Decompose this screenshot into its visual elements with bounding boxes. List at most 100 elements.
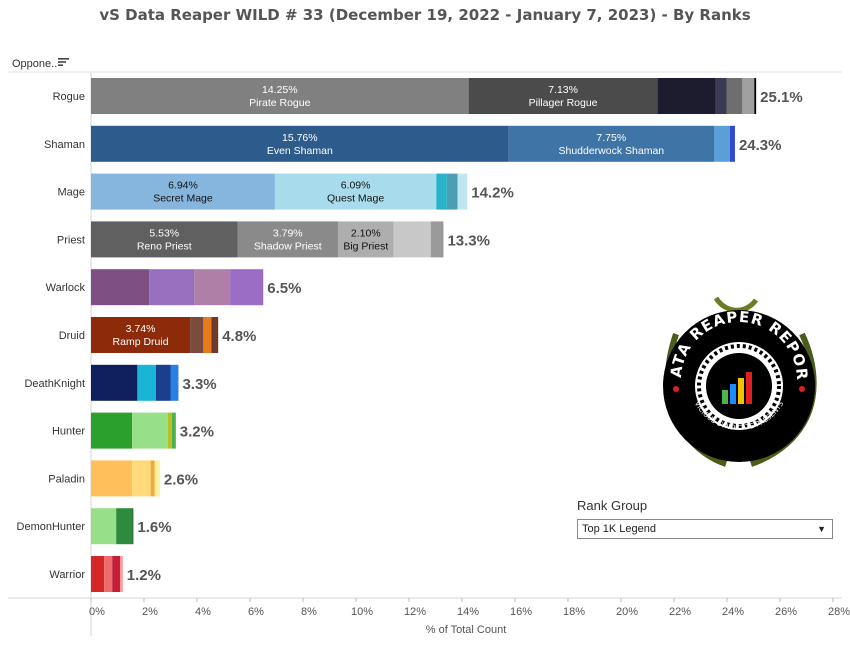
bar-segment [154, 460, 160, 497]
bar-segment [715, 78, 727, 114]
bar-segment [436, 173, 447, 210]
bar-segment [726, 78, 743, 114]
opponent-column-header[interactable]: Oppone.. [12, 58, 58, 70]
bar-row: Warrior 1.2% [49, 556, 161, 592]
total-percent-label: 3.3% [182, 376, 216, 393]
total-percent-label: 1.2% [127, 567, 161, 584]
rank-group-dropdown[interactable]: Top 1K Legend ▼ [577, 519, 833, 539]
x-tick-label: 8% [301, 606, 317, 618]
bar-segment [508, 125, 715, 162]
chevron-down-icon: ▼ [817, 524, 826, 534]
bar-segment [120, 556, 123, 592]
bar-segment [167, 412, 172, 449]
bar-segment [132, 508, 134, 545]
segment-percent-label: 7.75% [596, 132, 626, 144]
total-percent-label: 3.2% [180, 424, 214, 441]
bar-segment [91, 460, 133, 497]
bar-segment [104, 556, 113, 592]
x-tick-label: 6% [248, 606, 264, 618]
bar-row: Mage 6.94%Secret Mage 6.09%Quest Mage 14.2% [57, 173, 514, 210]
segment-archetype-label: Pirate Rogue [249, 97, 310, 109]
bar-row: DeathKnight 3.3% [24, 364, 217, 401]
bar-row: Warlock 6.5% [46, 269, 301, 306]
bar-segment [91, 364, 138, 401]
bar-segment [132, 460, 151, 497]
bar-segment [91, 508, 117, 545]
bar-row: Hunter 3.2% [52, 412, 214, 449]
segment-archetype-label: Quest Mage [327, 193, 384, 205]
bar-segment [112, 556, 121, 592]
bar-segment [194, 269, 231, 306]
bar-row: DemonHunter 1.6% [17, 508, 172, 545]
bar-row: Paladin 2.6% [48, 460, 198, 497]
segment-percent-label: 5.53% [149, 227, 179, 239]
sort-icon[interactable] [58, 57, 70, 67]
data-reaper-logo: DATA REAPER REPORT VICIOUS SYNDICATE PRE… [656, 294, 817, 467]
bar-segment [91, 317, 191, 353]
x-tick-label: 22% [669, 606, 691, 618]
total-percent-label: 6.5% [267, 280, 301, 297]
bar-segment [137, 364, 156, 401]
bar-segment [237, 221, 338, 258]
bar-segment [729, 125, 735, 162]
bar-segment [149, 269, 195, 306]
segment-archetype-label: Shudderwock Shaman [558, 145, 664, 157]
bar-segment [91, 173, 275, 210]
segment-percent-label: 3.74% [126, 323, 156, 335]
bar-segment [91, 412, 133, 449]
segment-percent-label: 7.13% [548, 84, 578, 96]
bars: Rogue 14.25%Pirate Rogue 7.13%Pillager Rog… [17, 78, 803, 592]
bar-segment [714, 125, 730, 162]
bar-segment [132, 412, 168, 449]
total-percent-label: 14.2% [471, 185, 514, 202]
x-tick-label: 28% [828, 606, 850, 618]
total-percent-label: 24.3% [739, 137, 782, 154]
total-percent-label: 13.3% [447, 232, 490, 249]
rank-group-title: Rank Group [577, 498, 648, 513]
category-label: Paladin [48, 473, 85, 485]
bar-segment [91, 125, 509, 162]
segment-archetype-label: Even Shaman [267, 145, 333, 157]
category-label: Priest [57, 234, 85, 246]
total-percent-label: 1.6% [137, 519, 171, 536]
bar-segment [230, 269, 264, 306]
bar-segment [754, 78, 757, 114]
segment-percent-label: 2.10% [351, 227, 381, 239]
chart-title: vS Data Reaper WILD # 33 (December 19, 2… [99, 6, 751, 24]
x-tick-label: 24% [722, 606, 744, 618]
segment-archetype-label: Shadow Priest [254, 240, 322, 252]
bar-row: Priest 5.53%Reno Priest 3.79%Shadow Priest… [57, 221, 490, 258]
category-label: Rogue [53, 91, 85, 103]
category-label: Hunter [52, 426, 85, 438]
total-percent-label: 25.1% [760, 89, 803, 106]
bar-segment [446, 173, 458, 210]
segment-percent-label: 6.09% [341, 180, 371, 192]
bar-segment [742, 78, 755, 114]
category-label: Warlock [46, 282, 86, 294]
bar-segment [457, 173, 468, 210]
segment-archetype-label: Big Priest [343, 240, 388, 252]
bar-segment [116, 508, 133, 545]
category-label: Shaman [44, 139, 85, 151]
x-axis: 0% 2% 4% 6% 8% 10% 12% 14% 16% 18% 20% 22% 24% 26% 28%… [89, 598, 850, 636]
bar-segment [91, 556, 105, 592]
x-tick-label: 16% [510, 606, 532, 618]
bar-segment [91, 269, 150, 306]
bar-row: Shaman 15.76%Even Shaman 7.75%Shudderwock … [44, 125, 782, 162]
bar-segment [393, 221, 431, 258]
bar-segment [150, 460, 155, 497]
segment-percent-label: 3.79% [273, 227, 303, 239]
x-tick-label: 0% [89, 606, 105, 618]
bar-segment [170, 364, 179, 401]
bar-segment [155, 364, 171, 401]
bar-segment [171, 412, 176, 449]
rank-group-filter: Rank Group Top 1K Legend ▼ [577, 498, 833, 539]
x-tick-label: 4% [195, 606, 211, 618]
x-tick-label: 12% [404, 606, 426, 618]
x-tick-label: 2% [142, 606, 158, 618]
bar-segment [430, 221, 444, 258]
bar-segment [657, 78, 716, 114]
category-label: Mage [57, 187, 85, 199]
x-tick-label: 14% [457, 606, 479, 618]
